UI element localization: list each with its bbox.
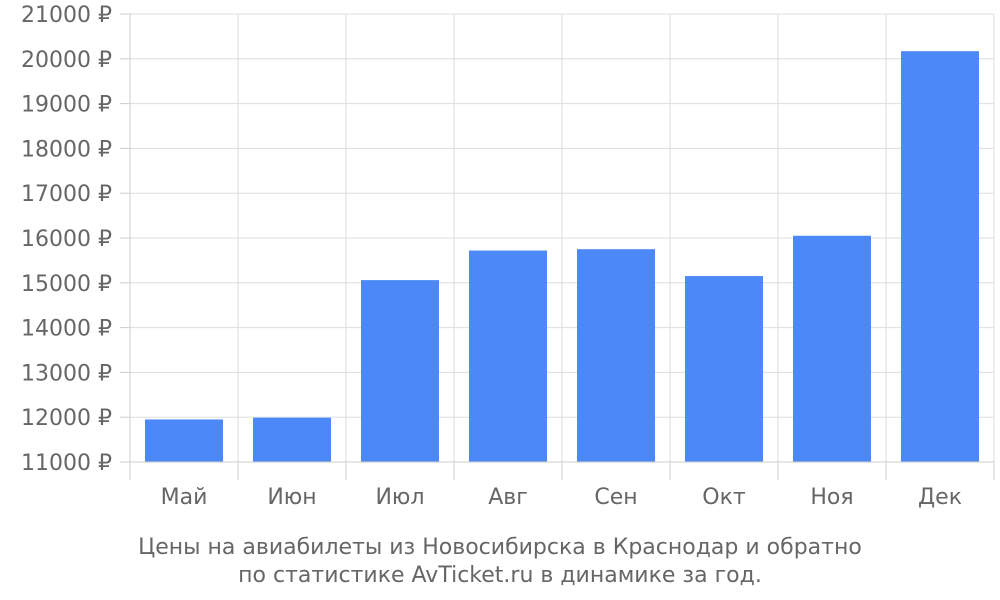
axes [120,13,995,480]
bar-8 [901,51,979,463]
y-tick-label: 17000 ₽ [21,182,112,207]
bar-1 [145,419,223,462]
x-tick-label: Окт [702,485,746,510]
bar-3 [361,280,439,462]
bar-2 [253,417,331,462]
bar-6 [685,276,763,462]
x-tick-label: Дек [918,485,962,510]
y-tick-label: 12000 ₽ [21,406,112,431]
grid-lines [130,13,995,463]
x-tick-label: Авг [488,485,528,510]
x-tick-label: Июл [375,485,424,510]
y-tick-label: 18000 ₽ [21,137,112,162]
bar-5 [577,249,655,462]
y-tick-label: 16000 ₽ [21,227,112,252]
tick-labels: 11000 ₽ 12000 ₽ 13000 ₽ 14000 ₽ 15000 ₽ 16000… [21,3,962,510]
x-tick-label: Май [161,485,208,510]
chart-caption-line-1: Цены на авиабилеты из Новосибирска в Кра… [138,535,862,560]
x-tick-label: Сен [594,485,637,510]
chart-caption-line-2: по статистике AvTicket.ru в динамике за … [238,563,762,588]
y-tick-label: 20000 ₽ [21,48,112,73]
y-tick-label: 15000 ₽ [21,272,112,297]
bar-4 [469,250,547,462]
y-tick-label: 19000 ₽ [21,93,112,118]
x-tick-label: Ноя [810,485,853,510]
y-tick-label: 13000 ₽ [21,361,112,386]
y-tick-label: 21000 ₽ [21,3,112,28]
x-tick-label: Июн [267,485,316,510]
y-tick-label: 14000 ₽ [21,317,112,342]
bars [145,51,979,463]
y-tick-label: 11000 ₽ [21,451,112,476]
bar-7 [793,235,871,462]
